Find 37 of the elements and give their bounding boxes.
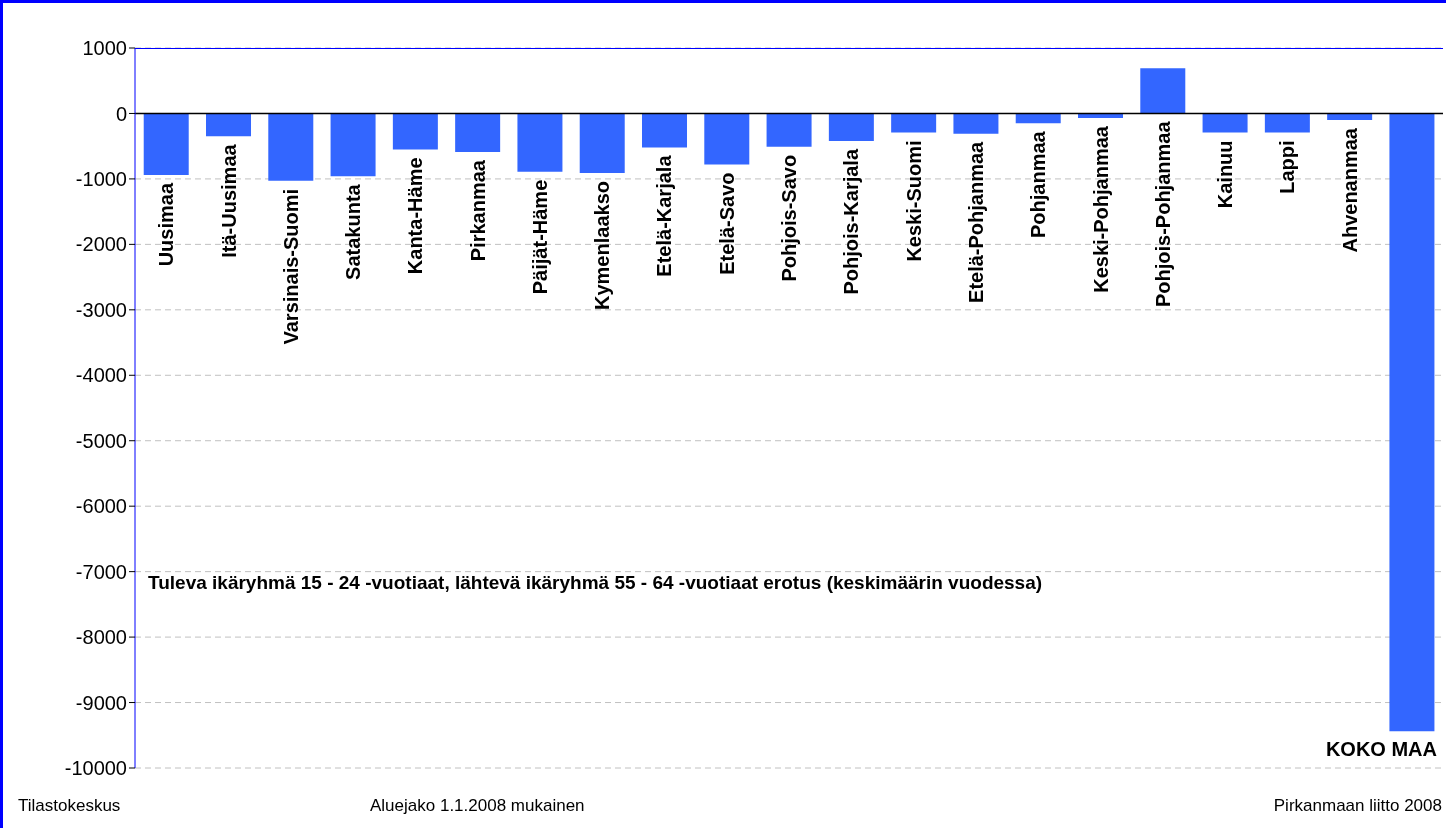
x-tick-label: Pohjois-Pohjanmaa <box>1151 120 1174 308</box>
x-tick-label: KOKO MAA <box>1325 738 1437 760</box>
x-tick-label: Varsinais-Suomi <box>279 188 302 345</box>
y-tick-label: -3000 <box>75 298 127 321</box>
y-tick-label: -9000 <box>75 691 127 714</box>
y-tick-label: 1000 <box>82 37 127 60</box>
x-tick-label: Keski-Pohjanmaa <box>1089 125 1112 293</box>
x-tick-label: Päijät-Häme <box>528 179 551 295</box>
x-tick-label: Ahvenanmaa <box>1338 127 1361 253</box>
x-tick-label: Kanta-Häme <box>404 157 427 275</box>
text: Pirkanmaan liitto 2008 <box>1273 796 1442 816</box>
y-tick-label: -7000 <box>75 560 127 583</box>
x-tick-label: Kainuu <box>1214 140 1237 209</box>
y-tick-label: -5000 <box>75 429 127 452</box>
y-tick-label: -10000 <box>64 757 127 780</box>
x-tick-label: Pirkanmaa <box>466 159 489 262</box>
x-tick-label: Uusimaa <box>155 182 178 267</box>
y-tick-label: -8000 <box>75 626 127 649</box>
annotation: Tuleva ikäryhmä 15 - 24 -vuotiaat, lähtevä ikäryhmä 55 - 64 -vuotiaat erotus (keskimäärin vuodessa) <box>148 572 1043 594</box>
y-tick-label: -1000 <box>75 168 127 191</box>
y-tick-label: -2000 <box>75 233 127 256</box>
y-tick-label: -4000 <box>75 364 127 387</box>
x-tick-label: Pohjois-Karjala <box>840 148 863 295</box>
x-tick-label: Itä-Uusimaa <box>217 143 240 258</box>
x-tick-label: Pohjois-Savo <box>778 154 801 282</box>
x-tick-label: Etelä-Karjala <box>653 154 676 277</box>
x-tick-label: Keski-Suomi <box>902 140 925 262</box>
x-tick-label: Etelä-Pohjanmaa <box>964 140 987 303</box>
y-tick-label: 0 <box>115 102 127 125</box>
x-tick-label: Pohjanmaa <box>1027 130 1050 238</box>
text: Aluejako 1.1.2008 mukainen <box>370 796 585 816</box>
x-tick-label: Kymenlaakso <box>591 181 614 310</box>
y-tick-label: -6000 <box>75 495 127 518</box>
text: Tilastokeskus <box>18 796 121 816</box>
x-tick-label: Etelä-Savo <box>715 172 738 275</box>
x-tick-label: Satakunta <box>342 183 365 280</box>
x-tick-label: Lappi <box>1276 140 1299 194</box>
